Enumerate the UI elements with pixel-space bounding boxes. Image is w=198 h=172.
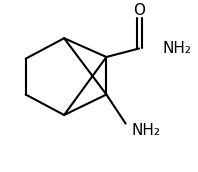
Text: NH₂: NH₂ <box>131 123 160 138</box>
Text: NH₂: NH₂ <box>162 41 191 56</box>
Text: O: O <box>133 3 145 18</box>
